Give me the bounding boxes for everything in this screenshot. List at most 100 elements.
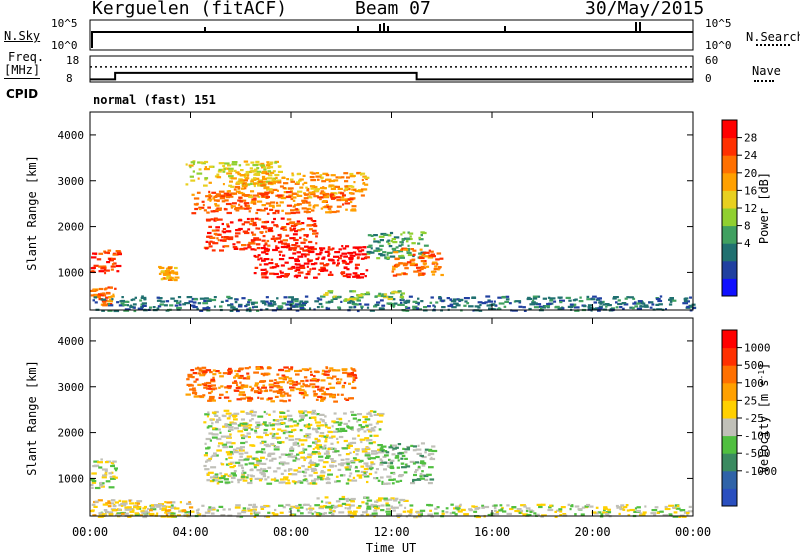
scatter-cell: [334, 369, 341, 372]
scatter-cell: [140, 303, 145, 306]
scatter-cell: [428, 449, 432, 452]
scatter-cell: [318, 455, 324, 458]
scatter-cell: [254, 426, 260, 429]
scatter-cell: [269, 379, 274, 382]
scatter-cell: [303, 192, 306, 195]
scatter-cell: [416, 511, 422, 514]
scatter-cell: [219, 476, 225, 480]
scatter-cell: [170, 504, 174, 507]
scatter-cell: [248, 241, 252, 244]
scatter-cell: [350, 515, 355, 518]
scatter-cell: [362, 415, 368, 418]
scatter-cell: [397, 290, 402, 293]
scatter-cell: [256, 172, 261, 175]
scatter-cell: [271, 177, 276, 180]
scatter-cell: [412, 478, 417, 482]
scatter-cell: [319, 432, 325, 435]
scatter-cell: [249, 410, 254, 413]
scatter-cell: [342, 247, 347, 250]
scatter-cell: [345, 482, 350, 485]
scatter-cell: [431, 445, 436, 448]
scatter-cell: [402, 447, 405, 450]
scatter-cell: [284, 462, 290, 465]
scatter-cell: [426, 473, 432, 476]
scatter-cell: [307, 465, 312, 468]
scatter-cell: [122, 303, 127, 307]
scatter-cell: [309, 482, 312, 485]
scatter-cell: [121, 512, 125, 515]
scatter-cell: [244, 182, 248, 185]
scatter-cell: [302, 183, 305, 186]
scatter-cell: [593, 301, 598, 304]
scatter-cell: [430, 253, 435, 256]
scatter-cell: [314, 300, 319, 303]
scatter-cell: [229, 466, 235, 469]
scatter-cell: [327, 205, 333, 208]
scatter-cell: [392, 274, 398, 277]
scatter-cell: [208, 181, 212, 184]
scatter-cell: [110, 268, 114, 271]
scatter-cell: [205, 369, 212, 372]
scatter-cell: [334, 185, 340, 188]
scatter-cell: [110, 295, 115, 298]
scatter-cell: [226, 225, 230, 228]
scatter-cell: [334, 251, 341, 254]
scatter-cell: [276, 189, 279, 192]
scatter-cell: [124, 308, 131, 311]
scatter-cell: [351, 413, 357, 416]
scatter-cell: [292, 443, 298, 446]
scatter-cell: [409, 508, 413, 511]
scatter-cell: [208, 242, 211, 246]
scatter-cell: [261, 259, 266, 262]
scatter-cell: [436, 252, 442, 255]
scatter-cell: [114, 501, 119, 504]
scatter-cell: [215, 421, 219, 424]
scatter-cell: [212, 427, 217, 430]
scatter-cell: [246, 375, 251, 378]
scatter-cell: [109, 286, 113, 289]
scatter-cell: [173, 279, 178, 282]
scatter-cell: [431, 449, 438, 453]
scatter-cell: [298, 451, 304, 454]
scatter-cell: [212, 369, 216, 372]
scatter-cell: [319, 186, 324, 190]
scatter-cell: [289, 221, 296, 224]
scatter-cell: [260, 467, 263, 470]
scatter-cell: [541, 514, 547, 517]
scatter-cell: [264, 303, 267, 306]
scatter-cell: [296, 245, 301, 248]
scatter-cell: [274, 209, 280, 212]
scatter-cell: [264, 186, 270, 189]
scatter-cell: [690, 510, 693, 513]
scatter-cell: [243, 160, 249, 163]
scatter-cell: [375, 507, 380, 510]
scatter-cell: [344, 185, 351, 188]
scatter-cell: [246, 507, 251, 510]
scatter-cell: [114, 476, 118, 479]
scatter-cell: [487, 300, 493, 303]
scatter-cell: [311, 378, 317, 381]
station-title: Kerguelen (fitACF): [92, 0, 288, 19]
scatter-cell: [686, 513, 689, 516]
scatter-cell: [498, 509, 502, 512]
time-tick-label: 08:00: [273, 525, 309, 539]
scatter-cell: [331, 195, 336, 198]
scatter-cell: [203, 168, 210, 171]
scatter-cell: [167, 512, 171, 515]
scatter-cell: [396, 513, 403, 516]
scatter-cell: [322, 477, 325, 480]
scatter-cell: [250, 512, 253, 515]
scatter-cell: [260, 268, 265, 271]
scatter-cell: [203, 184, 208, 187]
scatter-cell: [367, 234, 372, 237]
scatter-cell: [239, 422, 245, 425]
scatter-cell: [324, 478, 331, 481]
scatter-cell: [319, 413, 325, 416]
scatter-cell: [227, 369, 230, 372]
scatter-cell: [269, 432, 273, 435]
scatter-cell: [397, 250, 404, 253]
scatter-cell: [302, 439, 308, 442]
scatter-cell: [253, 254, 257, 258]
time-tick-label: 04:00: [172, 525, 208, 539]
